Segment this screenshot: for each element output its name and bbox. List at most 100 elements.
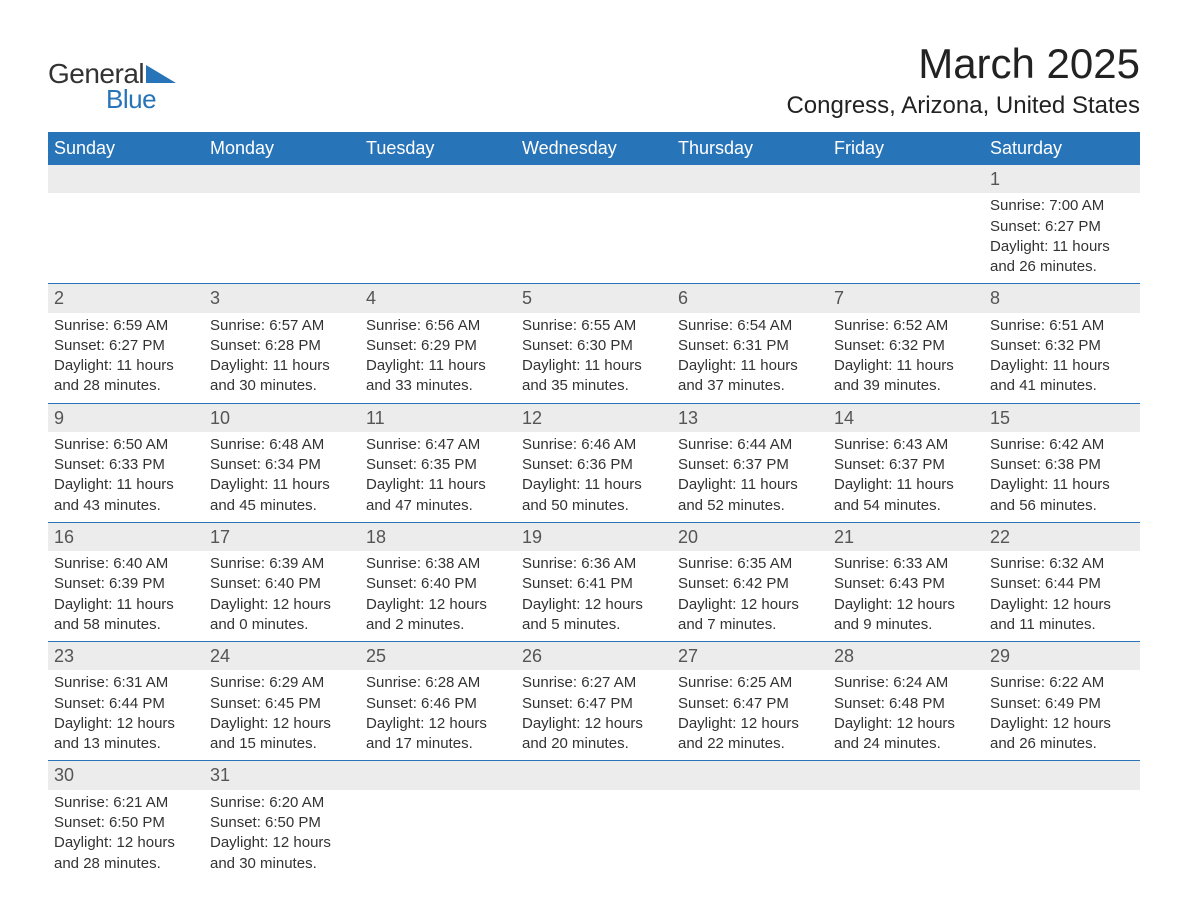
day-number: 27 [672,642,828,670]
day-number [672,761,828,785]
calendar-cell: Sunrise: 6:28 AMSunset: 6:46 PMDaylight:… [360,670,516,761]
cell-daylight2: and 30 minutes. [210,854,354,874]
cell-body: Sunrise: 6:20 AMSunset: 6:50 PMDaylight:… [204,790,360,880]
cell-daylight1: Daylight: 11 hours [990,475,1134,495]
daynum-cell: 17 [204,522,360,551]
day-number: 15 [984,404,1140,432]
day-number: 29 [984,642,1140,670]
calendar-cell [360,193,516,284]
day-number [516,165,672,189]
calendar-cell: Sunrise: 6:56 AMSunset: 6:29 PMDaylight:… [360,313,516,404]
cell-body: Sunrise: 6:43 AMSunset: 6:37 PMDaylight:… [828,432,984,522]
cell-sunrise: Sunrise: 6:22 AM [990,673,1134,693]
daynum-cell: 23 [48,642,204,671]
cell-body: Sunrise: 6:48 AMSunset: 6:34 PMDaylight:… [204,432,360,522]
day-number: 16 [48,523,204,551]
day-header: Friday [828,132,984,165]
daynum-cell: 26 [516,642,672,671]
calendar-cell: Sunrise: 6:32 AMSunset: 6:44 PMDaylight:… [984,551,1140,642]
cell-sunrise: Sunrise: 6:46 AM [522,435,666,455]
day-number: 19 [516,523,672,551]
cell-daylight2: and 30 minutes. [210,376,354,396]
cell-daylight1: Daylight: 12 hours [990,714,1134,734]
day-header: Saturday [984,132,1140,165]
day-number: 1 [984,165,1140,193]
cell-sunset: Sunset: 6:34 PM [210,455,354,475]
cell-sunset: Sunset: 6:40 PM [210,574,354,594]
cell-sunrise: Sunrise: 6:40 AM [54,554,198,574]
week-body-row: Sunrise: 6:59 AMSunset: 6:27 PM Daylight:… [48,313,1140,404]
day-number: 7 [828,284,984,312]
cell-sunrise: Sunrise: 6:33 AM [834,554,978,574]
cell-body [672,790,828,874]
cell-sunset: Sunset: 6:32 PM [990,336,1134,356]
cell-sunrise: Sunrise: 6:35 AM [678,554,822,574]
cell-daylight1: Daylight: 11 hours [522,356,666,376]
day-header: Tuesday [360,132,516,165]
day-header-row: Sunday Monday Tuesday Wednesday Thursday… [48,132,1140,165]
cell-daylight1: Daylight: 11 hours [210,475,354,495]
daynum-cell: 22 [984,522,1140,551]
calendar-cell [828,193,984,284]
calendar-cell: Sunrise: 6:40 AMSunset: 6:39 PMDaylight:… [48,551,204,642]
day-number [672,165,828,189]
cell-daylight2: and 39 minutes. [834,376,978,396]
cell-sunset: Sunset: 6:39 PM [54,574,198,594]
cell-daylight2: and 20 minutes. [522,734,666,754]
cell-sunrise: Sunrise: 6:47 AM [366,435,510,455]
cell-sunset: Sunset: 6:29 PM [366,336,510,356]
cell-sunset: Sunset: 6:35 PM [366,455,510,475]
day-number: 3 [204,284,360,312]
cell-daylight1: Daylight: 11 hours [678,475,822,495]
daynum-cell [828,165,984,193]
cell-sunrise: Sunrise: 6:29 AM [210,673,354,693]
day-number: 20 [672,523,828,551]
cell-sunset: Sunset: 6:40 PM [366,574,510,594]
cell-daylight2: and 7 minutes. [678,615,822,635]
cell-daylight1: Daylight: 11 hours [366,475,510,495]
cell-daylight2: and 28 minutes. [54,854,198,874]
cell-sunrise: Sunrise: 7:00 AM [990,196,1134,216]
day-header: Sunday [48,132,204,165]
cell-daylight1: Daylight: 11 hours [990,237,1134,257]
cell-sunrise: Sunrise: 6:59 AM [54,316,198,336]
cell-body: Sunrise: 6:38 AMSunset: 6:40 PMDaylight:… [360,551,516,641]
cell-body: Sunrise: 6:33 AMSunset: 6:43 PMDaylight:… [828,551,984,641]
daynum-cell [360,165,516,193]
cell-sunset: Sunset: 6:44 PM [54,694,198,714]
calendar-cell: Sunrise: 6:27 AMSunset: 6:47 PMDaylight:… [516,670,672,761]
calendar-cell [48,193,204,284]
cell-body [828,790,984,874]
calendar-cell: Sunrise: 6:59 AMSunset: 6:27 PMDaylight:… [48,313,204,404]
calendar-cell: Sunrise: 6:31 AMSunset: 6:44 PMDaylight:… [48,670,204,761]
calendar-cell [516,790,672,880]
cell-daylight1: Daylight: 12 hours [522,714,666,734]
cell-sunset: Sunset: 6:27 PM [54,336,198,356]
daynum-cell: 7 [828,284,984,313]
calendar-cell: Sunrise: 6:20 AMSunset: 6:50 PMDaylight:… [204,790,360,880]
week-body-row: Sunrise: 6:40 AMSunset: 6:39 PMDaylight:… [48,551,1140,642]
cell-sunset: Sunset: 6:36 PM [522,455,666,475]
calendar-cell: Sunrise: 6:25 AMSunset: 6:47 PMDaylight:… [672,670,828,761]
cell-daylight1: Daylight: 11 hours [54,475,198,495]
day-number: 23 [48,642,204,670]
cell-sunrise: Sunrise: 6:27 AM [522,673,666,693]
cell-daylight1: Daylight: 12 hours [210,833,354,853]
cell-daylight1: Daylight: 11 hours [54,595,198,615]
cell-sunset: Sunset: 6:31 PM [678,336,822,356]
daynum-row: 3031 [48,761,1140,790]
cell-body [672,193,828,277]
cell-body [204,193,360,277]
cell-sunset: Sunset: 6:46 PM [366,694,510,714]
day-header: Thursday [672,132,828,165]
cell-daylight2: and 28 minutes. [54,376,198,396]
cell-body: Sunrise: 6:50 AMSunset: 6:33 PMDaylight:… [48,432,204,522]
cell-daylight1: Daylight: 12 hours [366,595,510,615]
cell-daylight1: Daylight: 12 hours [366,714,510,734]
cell-daylight2: and 56 minutes. [990,496,1134,516]
cell-sunset: Sunset: 6:47 PM [522,694,666,714]
day-number: 21 [828,523,984,551]
day-number: 11 [360,404,516,432]
cell-body: Sunrise: 6:31 AMSunset: 6:44 PMDaylight:… [48,670,204,760]
cell-daylight1: Daylight: 11 hours [834,356,978,376]
